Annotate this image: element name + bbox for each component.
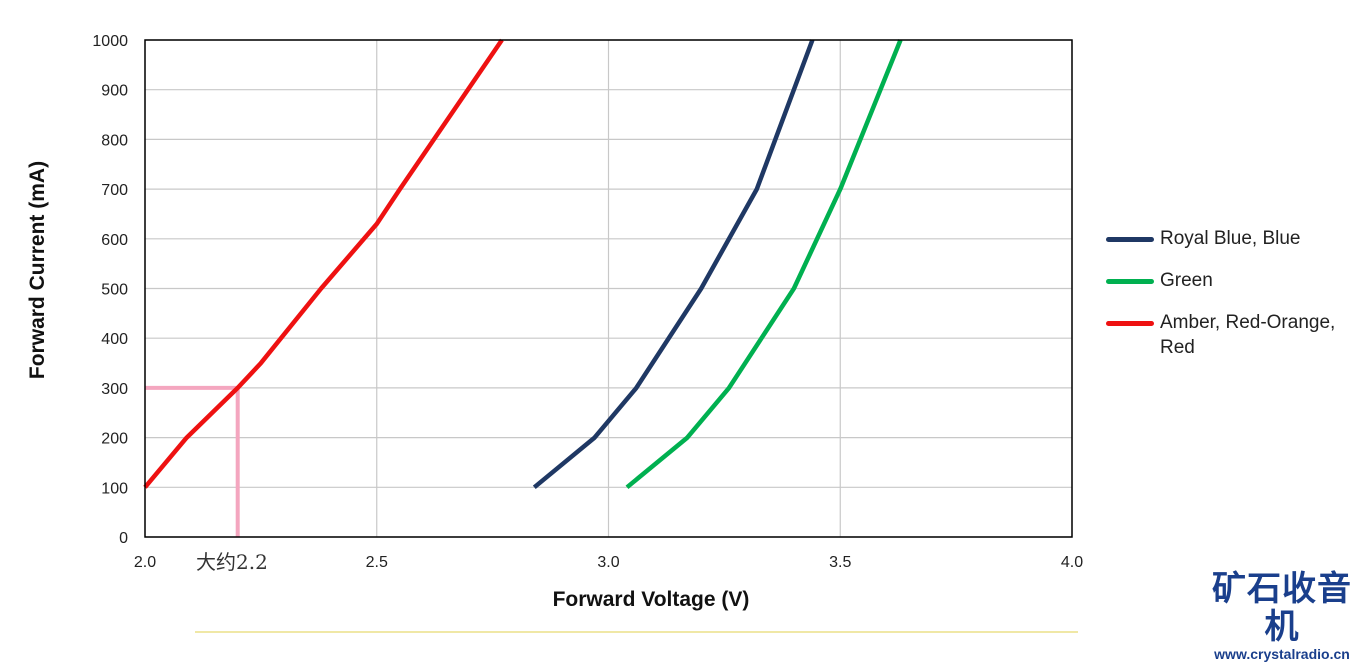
legend-swatch-royal-blue — [1106, 237, 1154, 242]
legend-item-green: Green — [1106, 268, 1356, 293]
x-tick-label: 3.0 — [597, 554, 619, 571]
x-tick-label: 4.0 — [1061, 554, 1083, 571]
series-lines — [143, 38, 903, 490]
y-tick-label: 200 — [101, 431, 128, 448]
legend-item-amber-red: Amber, Red-Orange, Red — [1106, 310, 1356, 360]
annotation-lines — [145, 385, 240, 537]
y-tick-label: 700 — [101, 182, 128, 199]
logo-text: 矿石收音机 — [1212, 569, 1352, 647]
series-line-1 — [625, 39, 903, 490]
y-tick-label: 400 — [101, 331, 128, 348]
y-tick-label: 600 — [101, 232, 128, 249]
x-axis-title: Forward Voltage (V) — [553, 588, 750, 611]
y-tick-label: 100 — [101, 480, 128, 497]
divider — [195, 631, 1078, 633]
y-tick-label: 500 — [101, 282, 128, 299]
legend-label-amber-red: Amber, Red-Orange, Red — [1160, 312, 1336, 358]
legend-item-royal-blue: Royal Blue, Blue — [1106, 226, 1356, 251]
chart: 0 100 200 300 400 500 600 700 800 900 1000 2.0 2.5 3… — [26, 33, 1083, 611]
y-tick-label: 800 — [101, 132, 128, 149]
legend: Royal Blue, Blue Green Amber, Red-Orange… — [1106, 226, 1356, 377]
series-line-2 — [143, 38, 504, 489]
y-axis-title: Forward Current (mA) — [26, 161, 49, 379]
legend-swatch-green — [1106, 279, 1154, 284]
plot-frame — [144, 39, 1073, 538]
y-tick-labels: 0 100 200 300 400 500 600 700 800 900 1000 — [92, 33, 128, 547]
series-line-0 — [532, 39, 815, 490]
y-tick-label: 900 — [101, 83, 128, 100]
annotation-note: 大约2.2 — [196, 550, 268, 574]
y-tick-label: 300 — [101, 381, 128, 398]
x-tick-labels: 2.0 2.5 3.0 3.5 4.0 — [134, 554, 1083, 571]
legend-swatch-amber-red — [1106, 321, 1154, 326]
site-logo: 矿石收音机 www.crystalradio.cn — [1199, 570, 1365, 662]
x-tick-label: 2.5 — [366, 554, 388, 571]
legend-label-green: Green — [1160, 270, 1213, 291]
x-tick-label: 3.5 — [829, 554, 851, 571]
legend-label-royal-blue: Royal Blue, Blue — [1160, 228, 1301, 249]
grid — [144, 39, 1073, 538]
y-tick-label: 0 — [119, 530, 128, 547]
x-tick-label: 2.0 — [134, 554, 156, 571]
y-tick-label: 1000 — [92, 33, 128, 50]
logo-url: www.crystalradio.cn — [1214, 646, 1350, 662]
